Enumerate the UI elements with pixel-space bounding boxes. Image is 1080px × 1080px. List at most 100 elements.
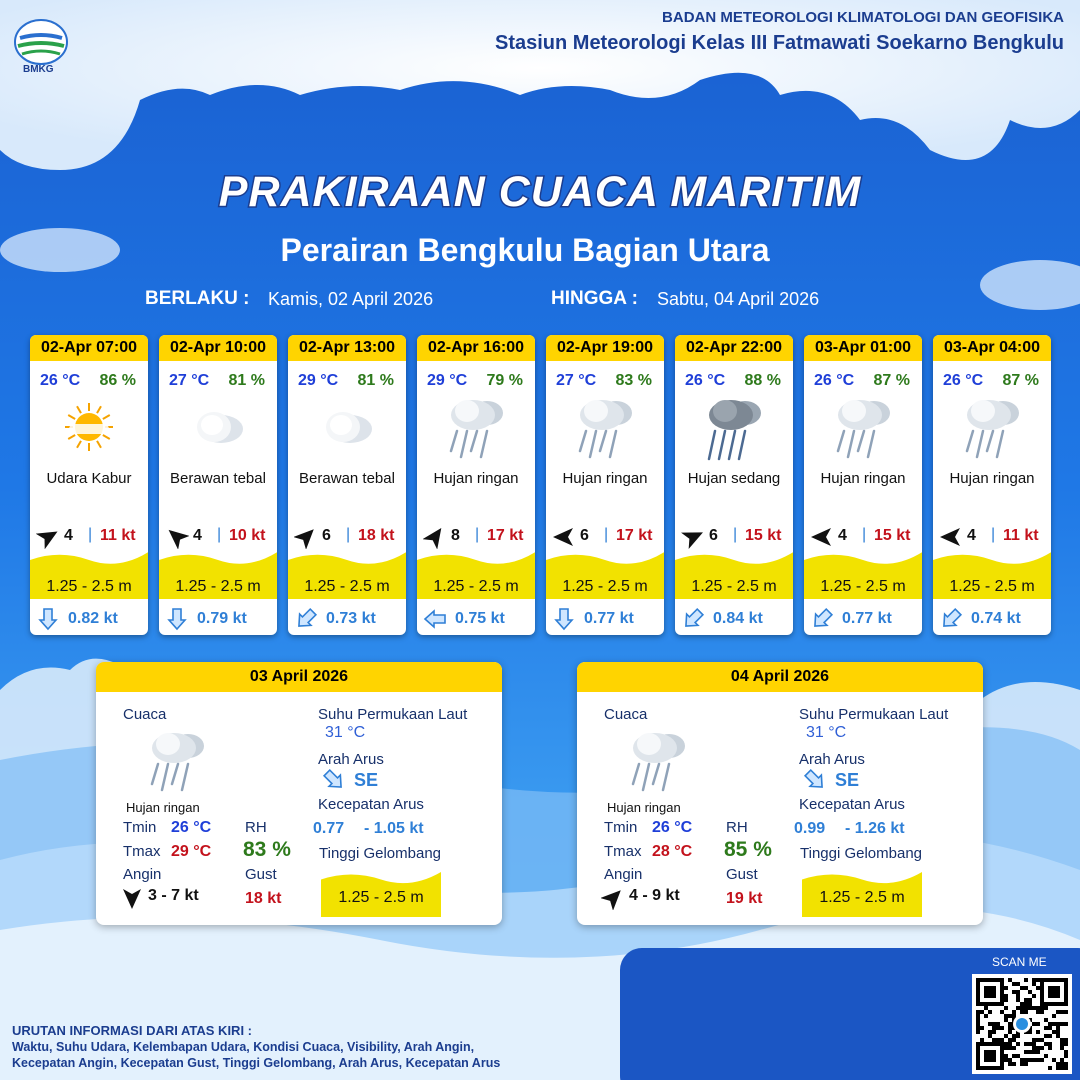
weather-label: Cuaca (604, 706, 648, 723)
current-speed: 0.74 kt (971, 610, 1021, 627)
card-time: 02-Apr 16:00 (417, 335, 535, 361)
wave-shape (159, 547, 277, 604)
wave-height: 1.25 - 2.5 m (433, 578, 519, 595)
wind-arrow (120, 886, 144, 914)
wind-arrow (35, 525, 60, 554)
separator: | (346, 526, 351, 543)
current-speed-min: 0.99 (794, 820, 826, 837)
tmin: 26 °C (652, 819, 693, 836)
temperature: 27 °C (556, 372, 597, 389)
wave-height: 1.25 - 2.5 m (819, 889, 905, 906)
wind-speed: 8 (451, 527, 460, 544)
wave-label: Tinggi Gelombang (800, 845, 923, 862)
wind-label: Angin (604, 866, 643, 883)
wind-speed: 4 (838, 527, 847, 544)
sst: 31 °C (806, 724, 847, 741)
card-time: 02-Apr 10:00 (159, 335, 277, 361)
current-speed: 0.75 kt (455, 610, 505, 627)
wind-arrow (552, 525, 576, 554)
weather-label: Cuaca (123, 706, 167, 723)
panel-date: 04 April 2026 (577, 662, 983, 692)
card-time: 02-Apr 22:00 (675, 335, 793, 361)
daily-panel: 03 April 2026 Cuaca Hujan ringan Tmin 26 °C T… (96, 662, 502, 925)
gust: 17 kt (487, 527, 524, 544)
legend-title: URUTAN INFORMASI DARI ATAS KIRI : (12, 1023, 252, 1038)
forecast-card: 02-Apr 10:00 27 °C 81 % Berawan tebal 4 | 10 k… (159, 335, 277, 635)
current-arrow (939, 607, 963, 635)
scan-me: SCAN ME (992, 955, 1047, 969)
rh: 85 % (724, 838, 772, 861)
current-arrow (36, 607, 60, 635)
forecast-card: 02-Apr 16:00 29 °C 79 % Hujan ringan 8 | 17 kt… (417, 335, 535, 635)
humidity: 83 % (615, 372, 652, 389)
tmin-label: Tmin (604, 819, 638, 836)
temperature: 29 °C (298, 372, 339, 389)
weather-icon (701, 393, 767, 468)
gust: 10 kt (229, 527, 266, 544)
current-dir-arrow (322, 768, 346, 796)
humidity: 79 % (486, 372, 523, 389)
rh-label: RH (726, 819, 748, 836)
humidity: 81 % (228, 372, 265, 389)
wind: 3 - 7 kt (148, 887, 199, 904)
current-arrow (165, 607, 189, 635)
wind-speed: 4 (64, 527, 73, 544)
tmax: 29 °C (171, 843, 212, 860)
card-time: 02-Apr 13:00 (288, 335, 406, 361)
weather-icon (144, 726, 210, 800)
current-speed: 0.73 kt (326, 610, 376, 627)
wave-shape (546, 547, 664, 604)
rh: 83 % (243, 838, 291, 861)
weather-icon (625, 726, 691, 800)
current-speed: 0.79 kt (197, 610, 247, 627)
daily-panel: 04 April 2026 Cuaca Hujan ringan Tmin 26 °C T… (577, 662, 983, 925)
tmax-label: Tmax (604, 843, 642, 860)
gust: 18 kt (358, 527, 395, 544)
weather-icon (317, 397, 377, 462)
current-speed-max: - 1.05 kt (364, 820, 424, 837)
wind-arrow (165, 525, 190, 554)
wave-shape (804, 547, 922, 604)
separator: | (991, 526, 996, 543)
forecast-card: 02-Apr 19:00 27 °C 83 % Hujan ringan 6 | 17 kt… (546, 335, 664, 635)
wind-label: Angin (123, 866, 162, 883)
wind-arrow (600, 886, 625, 914)
forecast-card: 03-Apr 04:00 26 °C 87 % Hujan ringan 4 | 11 kt… (933, 335, 1051, 635)
separator: | (475, 526, 480, 543)
forecast-card: 02-Apr 22:00 26 °C 88 % Hujan sedang 6 | 15 kt… (675, 335, 793, 635)
separator: | (862, 526, 867, 543)
wind-arrow (939, 525, 963, 554)
temperature: 26 °C (943, 372, 984, 389)
sst-label: Suhu Permukaan Laut (799, 706, 949, 723)
gust-label: Gust (726, 866, 758, 883)
current-arrow (681, 607, 705, 635)
current-speed-label: Kecepatan Arus (799, 796, 905, 813)
current-speed-min: 0.77 (313, 820, 345, 837)
wind-speed: 4 (967, 527, 976, 544)
weather: Hujan sedang (687, 470, 781, 487)
current-speed: 0.84 kt (713, 610, 763, 627)
weather: Hujan ringan (433, 470, 519, 487)
humidity: 88 % (744, 372, 781, 389)
gust-label: Gust (245, 866, 277, 883)
wind-speed: 6 (322, 527, 331, 544)
current-speed-label: Kecepatan Arus (318, 796, 424, 813)
weather-icon (443, 393, 509, 468)
gust: 11 kt (1003, 527, 1039, 544)
wind-speed: 6 (580, 527, 589, 544)
card-time: 03-Apr 04:00 (933, 335, 1051, 361)
wave-height: 1.25 - 2.5 m (46, 578, 132, 595)
card-time: 02-Apr 19:00 (546, 335, 664, 361)
wind-arrow (681, 525, 705, 554)
temperature: 26 °C (814, 372, 855, 389)
wave-shape (417, 547, 535, 604)
wind-arrow (293, 525, 318, 554)
humidity: 81 % (357, 372, 394, 389)
wind-arrow (422, 525, 447, 554)
wave-height: 1.25 - 2.5 m (949, 578, 1035, 595)
tmin: 26 °C (171, 819, 212, 836)
current-arrow (810, 607, 834, 635)
weather-icon (959, 393, 1025, 468)
weather: Hujan ringan (607, 800, 681, 815)
